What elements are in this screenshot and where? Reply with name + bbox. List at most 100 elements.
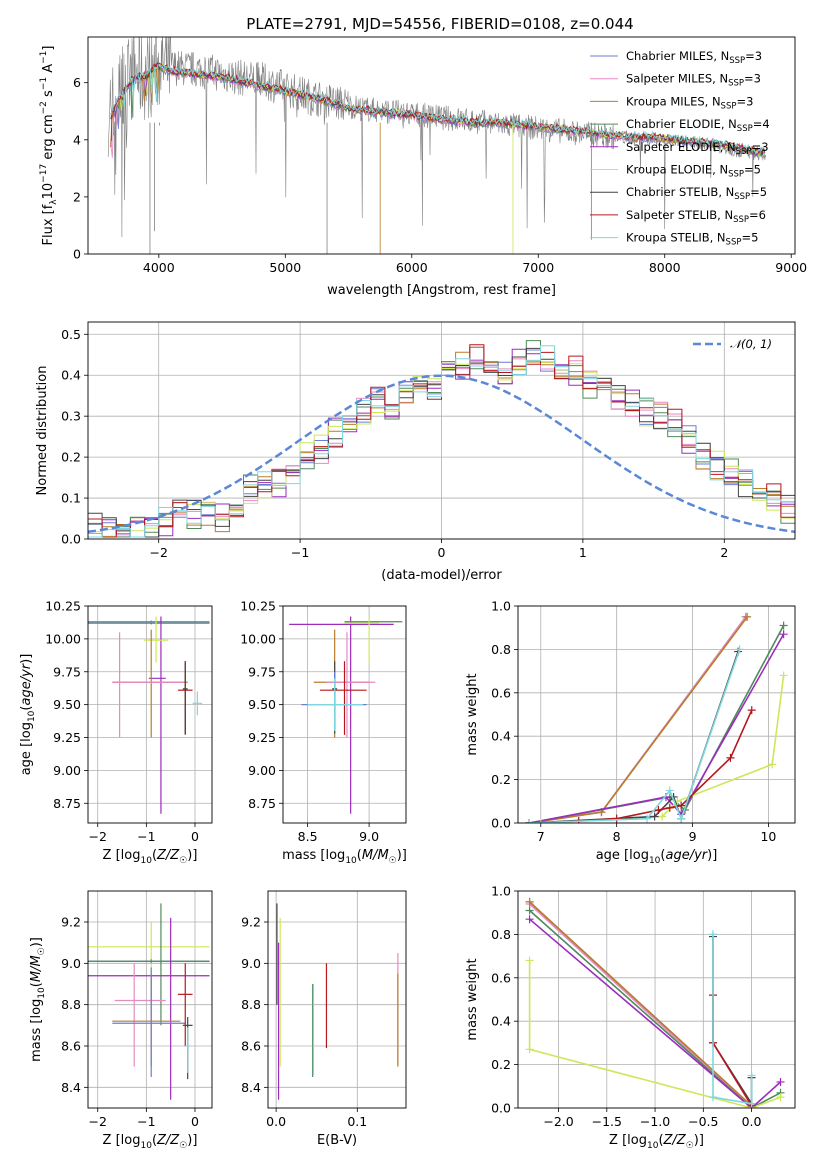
y-axis-label-part: 10	[37, 987, 47, 999]
legend-value: =6	[749, 208, 766, 222]
x-tick-label: 0.1	[347, 1114, 367, 1129]
legend-label-9: Kroupa STELIB, NSSP=5	[626, 231, 758, 248]
mass-weight-marker	[612, 814, 621, 823]
mass-weight-marker	[743, 612, 752, 621]
y-tick-label: 0.1	[61, 491, 81, 506]
legend-value: =3	[744, 72, 761, 86]
mass-weight-line-6	[528, 960, 781, 1108]
y-tick-label: 8.4	[241, 1080, 261, 1095]
mass-weight-marker	[643, 814, 652, 823]
mass-weight-line-7	[529, 651, 739, 823]
y-tick-label: 9.50	[248, 697, 276, 712]
axes-frame	[87, 890, 213, 1109]
legend-subscript: SSP	[734, 192, 750, 202]
x-axis-label-part: 10	[345, 856, 357, 866]
x-axis-label-part: )]	[707, 848, 717, 863]
x-axis-label-part: (	[660, 848, 665, 863]
x-tick-label: −1	[137, 829, 155, 844]
mass-weight-marker	[525, 1045, 534, 1054]
mass-weight-marker	[779, 621, 788, 630]
x-axis-label-part: M/M	[362, 848, 389, 863]
x-tick-label: −2	[89, 829, 107, 844]
age_vs_Z-panel: −2 −1 0 8.75 9.00 9.25 9.50 9.75 10.00 10.25 Z [lo…	[19, 599, 213, 866]
model-spectrum-line-8	[110, 62, 766, 155]
legend-subscript: SSP	[721, 101, 737, 111]
y-tick-label: 9.25	[248, 730, 276, 745]
y-tick-label: 9.25	[53, 730, 81, 745]
x-tick-label: 0	[191, 829, 199, 844]
mass-weight-marker	[747, 1099, 756, 1108]
x-tick-label: 6000	[396, 260, 428, 275]
y-axis-label-part: Flux [f	[41, 204, 56, 245]
y-axis-label-part: erg cm	[41, 114, 56, 163]
x-axis-label: Z [log10(Z/Z☉)]	[609, 1133, 704, 1151]
x-axis-label: wavelength [Angstrom, rest frame]	[327, 283, 556, 298]
mass-weight-marker	[776, 1093, 785, 1102]
mass-weight-marker	[726, 753, 735, 762]
x-axis-label-part: ☉	[389, 856, 397, 866]
y-axis-label: Normed distribution	[35, 366, 50, 496]
x-axis-label-part: Z [log	[103, 848, 141, 863]
x-tick-label: 0.0	[742, 1114, 762, 1129]
y-tick-label: 2	[73, 189, 81, 204]
y-axis-label-part: ]	[41, 46, 56, 51]
spectrum-panel: 4000 5000 6000 7000 8000 9000 0 2 4 6 wavelength […	[39, 36, 807, 298]
y-axis-label-part: −1	[39, 51, 49, 64]
mass-weight-marker	[665, 786, 674, 795]
y-tick-label: 9.00	[248, 763, 276, 778]
x-tick-label: −2.0	[543, 1114, 573, 1129]
legend-label-5: Salpeter ELODIE, NSSP=3	[626, 140, 769, 157]
legend-subscript: SSP	[728, 170, 744, 180]
legend-label-8: Salpeter STELIB, NSSP=6	[626, 208, 766, 225]
y-tick-label: 8.4	[61, 1080, 81, 1095]
y-axis-label-part: 10	[41, 183, 56, 200]
residual-histogram-9	[88, 345, 795, 538]
y-axis-label-part: M/M	[29, 955, 44, 982]
x-tick-label: 9	[689, 829, 697, 844]
legend-label-1: Chabrier MILES, NSSP=3	[626, 49, 762, 66]
y-tick-label: 8.75	[53, 796, 81, 811]
x-axis-label-part: )]	[187, 848, 197, 863]
x-tick-label: 0	[191, 1114, 199, 1129]
y-tick-label: 10.00	[45, 631, 81, 646]
legend-value: =3	[745, 49, 762, 63]
legend-subscript: SSP	[736, 147, 752, 157]
x-axis-label-part: 10	[140, 1141, 152, 1151]
y-axis-label-part: ☉	[37, 947, 47, 955]
axes-frame	[267, 890, 407, 1109]
age_vs_mass-marks	[289, 616, 403, 814]
y-tick-label: 9.00	[53, 763, 81, 778]
y-tick-label: 9.2	[61, 915, 81, 930]
y-axis-label: mass [log10(M/M☉)]	[29, 937, 47, 1062]
y-tick-label: 1.0	[491, 599, 511, 614]
legend-text: Salpeter STELIB, N	[626, 208, 733, 222]
legend-value: =3	[736, 94, 753, 108]
massweight_vs_Z-marks	[525, 897, 785, 1108]
legend-subscript: SSP	[728, 79, 744, 89]
mass-weight-line-5	[529, 918, 782, 1108]
x-tick-label: −2	[149, 545, 167, 560]
y-tick-label: 0.4	[491, 1014, 511, 1029]
y-axis-label-part: age [log	[19, 722, 34, 775]
x-axis-label-part: Z [log	[609, 1133, 647, 1148]
legend-text: Kroupa MILES, N	[626, 94, 721, 108]
age_vs_Z-marks	[88, 616, 210, 814]
x-tick-label: 7000	[522, 260, 554, 275]
legend-label-6: Kroupa ELODIE, NSSP=5	[626, 163, 761, 180]
mass-weight-line-4	[529, 909, 781, 1108]
x-tick-label: 10	[760, 829, 776, 844]
y-tick-label: 9.50	[53, 697, 81, 712]
mass-weight-marker	[677, 801, 686, 810]
y-tick-label: 0.4	[491, 729, 511, 744]
x-tick-label: 8.5	[298, 829, 318, 844]
y-tick-label: 0.6	[491, 685, 511, 700]
x-axis-label-part: (	[152, 1133, 157, 1148]
y-tick-label: 0.0	[491, 1101, 511, 1116]
legend-text: Chabrier MILES, N	[626, 49, 729, 63]
legend-label-2: Salpeter MILES, NSSP=3	[626, 72, 761, 89]
legend-text: Chabrier ELODIE, N	[626, 117, 737, 131]
figure-title: PLATE=2791, MJD=54556, FIBERID=0108, z=0…	[246, 15, 633, 33]
y-tick-label: 8.8	[241, 997, 261, 1012]
y-tick-label: 0.0	[61, 532, 81, 547]
